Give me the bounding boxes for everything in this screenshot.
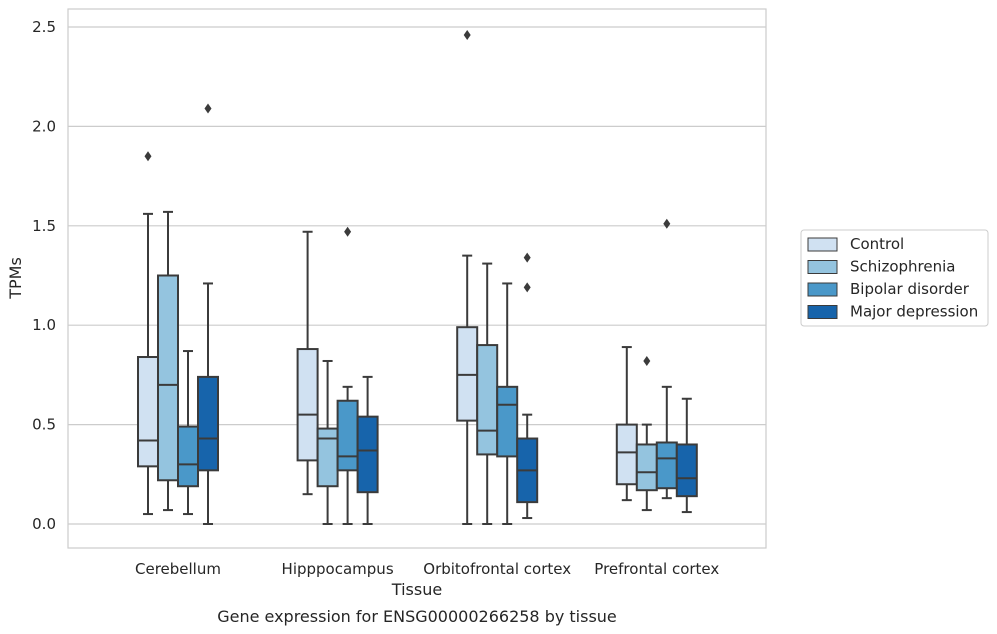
legend-label: Major depression [850, 303, 978, 321]
outlier-point [463, 29, 471, 40]
box-control [296, 230, 319, 496]
boxes [137, 29, 698, 525]
y-tick-label: 1.5 [32, 217, 56, 235]
iqr-box [635, 443, 658, 492]
outlier-point [643, 355, 651, 366]
iqr-box [316, 427, 339, 488]
outlier-point [523, 282, 531, 293]
iqr-box [496, 385, 519, 458]
legend-swatch [807, 305, 838, 319]
box-bipolar-disorder [496, 282, 519, 525]
iqr-box [336, 399, 359, 472]
legend-label: Schizophrenia [850, 258, 955, 276]
x-tick-labels: Cerebellum Hipppocampus Orbitofrontal cort… [135, 560, 719, 578]
box-control [615, 346, 638, 502]
legend-frame [800, 229, 989, 327]
iqr-box [157, 274, 179, 482]
legend-swatch [807, 260, 838, 274]
legend-label: Bipolar disorder [850, 280, 970, 298]
figure-caption: Gene expression for ENSG00000266258 by t… [217, 607, 617, 626]
y-tick-label: 0.5 [32, 416, 56, 434]
iqr-box [177, 425, 199, 488]
x-axis-label: Tissue [391, 580, 442, 599]
x-tick-label: Orbitofrontal cortex [423, 560, 571, 578]
iqr-box [675, 443, 698, 498]
iqr-box [356, 415, 379, 494]
outlier-point [144, 151, 152, 162]
iqr-box [296, 348, 319, 462]
legend: Control Schizophrenia Bipolar disorder Majo… [800, 229, 989, 327]
box-major-depression [516, 252, 539, 520]
y-tick-label: 2.0 [32, 117, 56, 135]
box-major-depression [675, 397, 698, 514]
iqr-box [137, 356, 159, 468]
legend-swatch [807, 282, 838, 297]
iqr-box [476, 344, 499, 456]
x-tick-label: Hipppocampus [282, 560, 394, 578]
legend-label: Control [850, 235, 904, 253]
box-schizophrenia [157, 210, 179, 512]
box-major-depression [356, 375, 379, 525]
box-schizophrenia [476, 262, 499, 525]
outlier-point [663, 218, 671, 229]
box-bipolar-disorder [177, 350, 199, 516]
iqr-box [197, 375, 219, 472]
box-schizophrenia [635, 355, 658, 512]
box-control [456, 29, 479, 525]
x-tick-label: Prefrontal cortex [594, 560, 719, 578]
outlier-point [204, 103, 212, 114]
y-tick-label: 2.5 [32, 18, 56, 36]
outlier-point [523, 252, 531, 263]
box-bipolar-disorder [655, 218, 678, 500]
iqr-box [615, 423, 638, 486]
outlier-point [344, 226, 352, 237]
x-tick-label: Cerebellum [135, 560, 221, 578]
iqr-box [655, 441, 678, 490]
legend-swatch [807, 237, 838, 252]
y-axis-label: TPMs [6, 257, 25, 300]
box-major-depression [197, 103, 219, 525]
y-tick-labels: 0.0 0.5 1.0 1.5 2.0 2.5 [32, 18, 56, 533]
y-tick-label: 0.0 [32, 515, 56, 533]
y-tick-label: 1.0 [32, 316, 56, 334]
